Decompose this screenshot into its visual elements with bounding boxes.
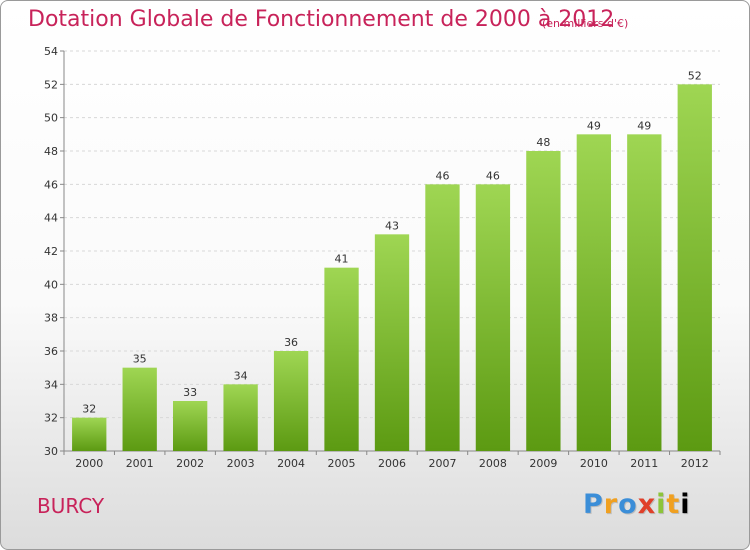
y-tick-label: 44 xyxy=(44,212,58,225)
data-label: 46 xyxy=(435,169,449,182)
x-tick-label: 2012 xyxy=(681,457,709,470)
logo-letter: P xyxy=(583,489,604,520)
y-tick-label: 52 xyxy=(44,78,58,91)
data-label: 48 xyxy=(536,136,550,149)
x-tick-label: 2006 xyxy=(378,457,406,470)
y-tick-label: 46 xyxy=(44,178,58,191)
x-tick-label: 2001 xyxy=(126,457,154,470)
bar xyxy=(122,367,157,451)
data-labels: 32 35 33 34 36 41 43 46 46 48 49 49 52 xyxy=(82,69,702,415)
commune-name: BURCY xyxy=(37,494,105,518)
data-label: 36 xyxy=(284,336,298,349)
data-label: 49 xyxy=(587,119,601,132)
bar xyxy=(273,351,309,451)
x-tick-label: 2000 xyxy=(75,457,103,470)
y-tick-label: 30 xyxy=(44,445,58,458)
x-tick-label: 2005 xyxy=(328,457,356,470)
bars xyxy=(72,84,712,452)
bar xyxy=(677,84,712,451)
bar xyxy=(172,401,208,451)
x-tick-label: 2009 xyxy=(529,457,557,470)
logo-letter: o xyxy=(618,489,638,520)
y-tick-label: 40 xyxy=(44,278,58,291)
bar xyxy=(72,417,107,451)
chart-title: Dotation Globale de Fonctionnement de 20… xyxy=(28,7,615,32)
chart-subtitle: (en milliers d'€) xyxy=(542,17,629,30)
y-tick-labels: 30 32 34 36 38 40 42 44 46 48 50 52 54 xyxy=(44,45,58,458)
logo-letter: r xyxy=(603,489,619,520)
bar xyxy=(627,134,662,452)
y-tick-label: 54 xyxy=(44,45,58,58)
x-tick-labels: 2000 2001 2002 2003 2004 2005 2006 2007 2008 2009… xyxy=(75,457,709,470)
proxiti-logo: Proxiti xyxy=(583,489,691,520)
x-tick-label: 2007 xyxy=(428,457,456,470)
data-label: 41 xyxy=(335,253,349,266)
bar xyxy=(324,267,359,451)
x-tick-label: 2003 xyxy=(227,457,255,470)
y-tick-label: 36 xyxy=(44,345,58,358)
data-label: 43 xyxy=(385,219,399,232)
y-tick-label: 32 xyxy=(44,412,58,425)
data-label: 33 xyxy=(183,386,197,399)
x-tick-label: 2002 xyxy=(176,457,204,470)
bar xyxy=(425,184,460,452)
logo-letter: t xyxy=(666,489,681,520)
data-label: 49 xyxy=(637,119,651,132)
x-tick-label: 2010 xyxy=(580,457,608,470)
y-tick-label: 50 xyxy=(44,112,58,125)
logo-letter: i xyxy=(680,489,691,520)
bar xyxy=(374,234,410,451)
x-tick-label: 2011 xyxy=(630,457,658,470)
bar xyxy=(223,384,258,451)
x-tick-label: 2004 xyxy=(277,457,305,470)
data-label: 35 xyxy=(133,353,147,366)
bar xyxy=(526,151,561,451)
logo-letter: x xyxy=(637,489,657,520)
data-label: 52 xyxy=(688,69,702,82)
y-tick-label: 38 xyxy=(44,312,58,325)
data-label: 32 xyxy=(82,403,96,416)
y-tick-label: 42 xyxy=(44,245,58,258)
y-tick-label: 34 xyxy=(44,378,58,391)
data-label: 34 xyxy=(234,369,248,382)
x-tick-label: 2008 xyxy=(479,457,507,470)
bar xyxy=(576,134,612,452)
y-tick-label: 48 xyxy=(44,145,58,158)
logo-letter: i xyxy=(656,489,667,520)
bar xyxy=(475,184,511,452)
data-label: 46 xyxy=(486,169,500,182)
